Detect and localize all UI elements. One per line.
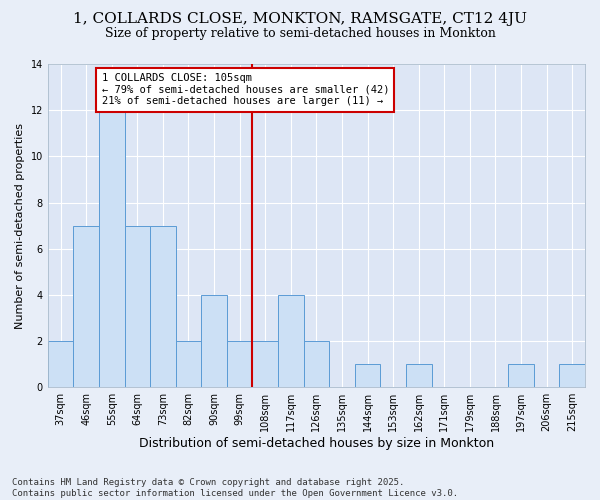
Bar: [99, 110, 125, 387]
Bar: [559, 364, 585, 387]
Text: 1, COLLARDS CLOSE, MONKTON, RAMSGATE, CT12 4JU: 1, COLLARDS CLOSE, MONKTON, RAMSGATE, CT…: [73, 12, 527, 26]
Bar: [125, 226, 150, 387]
Bar: [508, 364, 534, 387]
Bar: [227, 341, 253, 387]
Bar: [150, 226, 176, 387]
Y-axis label: Number of semi-detached properties: Number of semi-detached properties: [15, 122, 25, 328]
Bar: [253, 341, 278, 387]
Bar: [304, 341, 329, 387]
Text: Contains HM Land Registry data © Crown copyright and database right 2025.
Contai: Contains HM Land Registry data © Crown c…: [12, 478, 458, 498]
Text: 1 COLLARDS CLOSE: 105sqm
← 79% of semi-detached houses are smaller (42)
21% of s: 1 COLLARDS CLOSE: 105sqm ← 79% of semi-d…: [101, 73, 389, 106]
Bar: [406, 364, 431, 387]
Bar: [201, 295, 227, 387]
X-axis label: Distribution of semi-detached houses by size in Monkton: Distribution of semi-detached houses by …: [139, 437, 494, 450]
Bar: [73, 226, 99, 387]
Bar: [176, 341, 201, 387]
Bar: [278, 295, 304, 387]
Text: Size of property relative to semi-detached houses in Monkton: Size of property relative to semi-detach…: [104, 28, 496, 40]
Bar: [355, 364, 380, 387]
Bar: [48, 341, 73, 387]
